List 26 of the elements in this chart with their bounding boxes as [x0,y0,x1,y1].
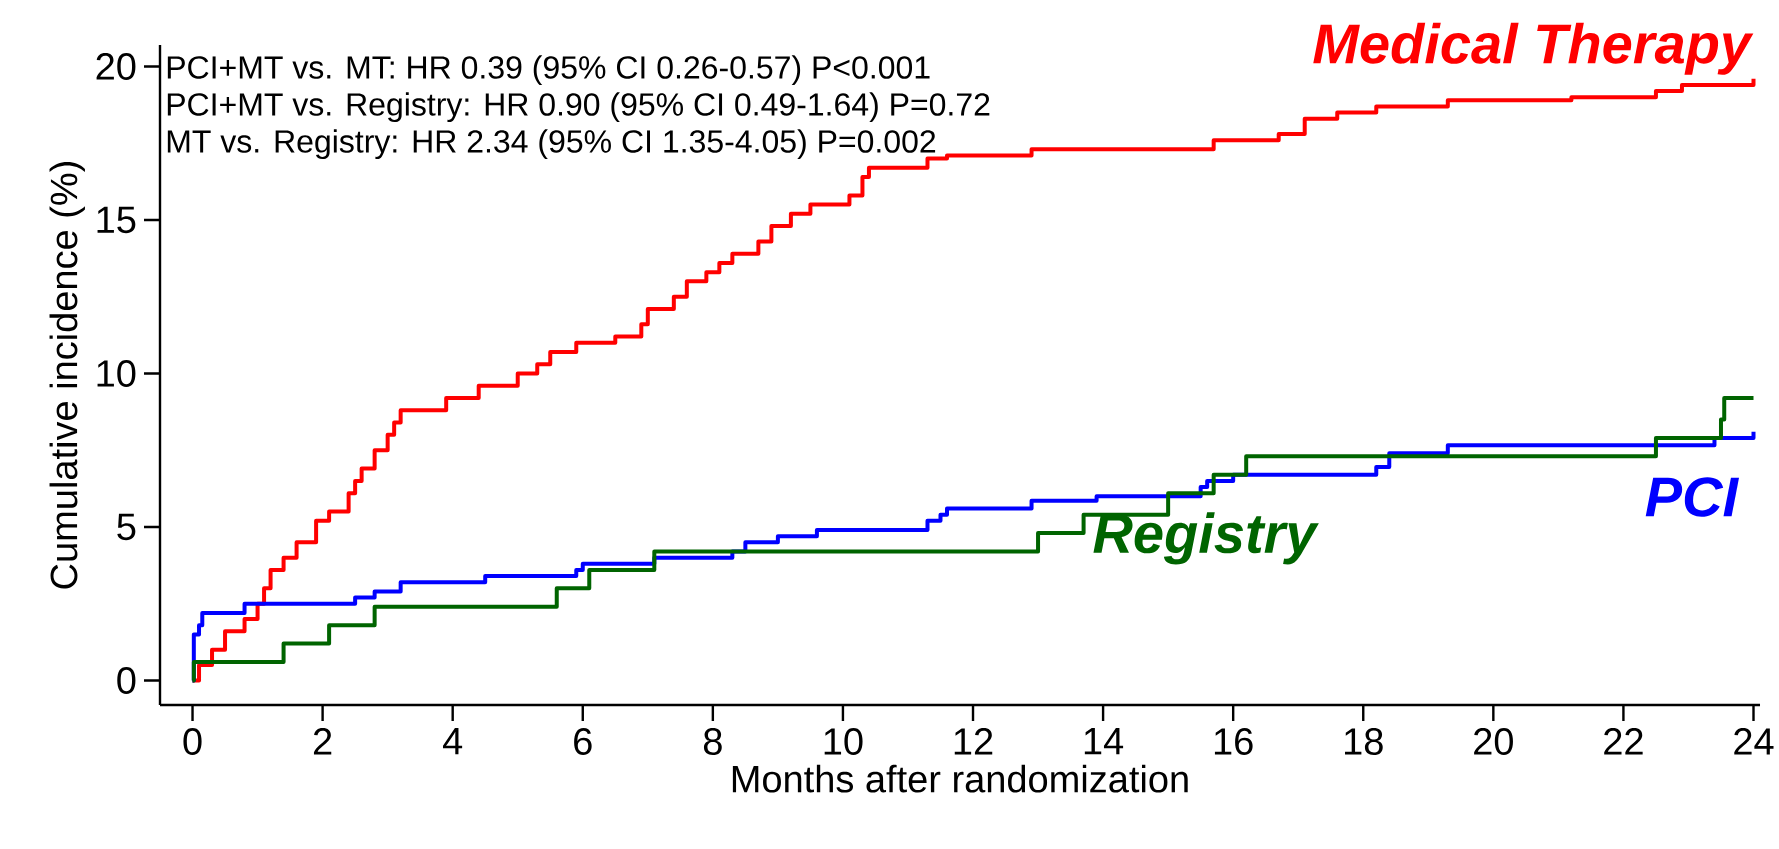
x-tick-label: 22 [1604,728,1643,755]
x-tick-label: 6 [574,728,592,755]
x-tick-label: 10 [824,728,863,755]
x-tick-label: 2 [313,728,332,755]
x-tick-label: 24 [1734,728,1774,755]
y-tick-label: 20 [96,53,136,80]
series-label: Medical Therapy [1313,22,1754,75]
x-tick-label: 20 [1474,728,1513,755]
x-tick-label: 0 [183,728,202,755]
x-tick-label: 8 [703,728,722,755]
y-tick-label: 0 [117,666,136,694]
annotation: MT vs. Registry: HR 2.34 (95% CI 1.35-4.05) P=0.002 [167,129,936,160]
annotation: PCI+MT vs. Registry: HR 0.90 (95% CI 0.49-1.64) P=0.72 [167,92,990,123]
x-axis-title: Months after randomization [732,764,1188,793]
y-tick-label: 15 [97,206,136,234]
x-tick-label: 4 [443,728,463,755]
annotation: PCI+MT vs. MT: HR 0.39 (95% CI 0.26-0.57) P<0.001 [167,55,930,86]
series-label: PCI [1645,477,1740,517]
x-tick-label: 14 [1084,728,1124,755]
y-axis-title: Cumulative incidence (%) [49,162,85,589]
x-tick-label: 16 [1214,728,1253,755]
series-label: Registry [1093,512,1319,565]
y-tick-label: 10 [97,359,136,387]
x-tick-label: 12 [954,728,993,755]
y-tick-label: 5 [117,513,136,541]
x-tick-label: 18 [1345,728,1383,755]
